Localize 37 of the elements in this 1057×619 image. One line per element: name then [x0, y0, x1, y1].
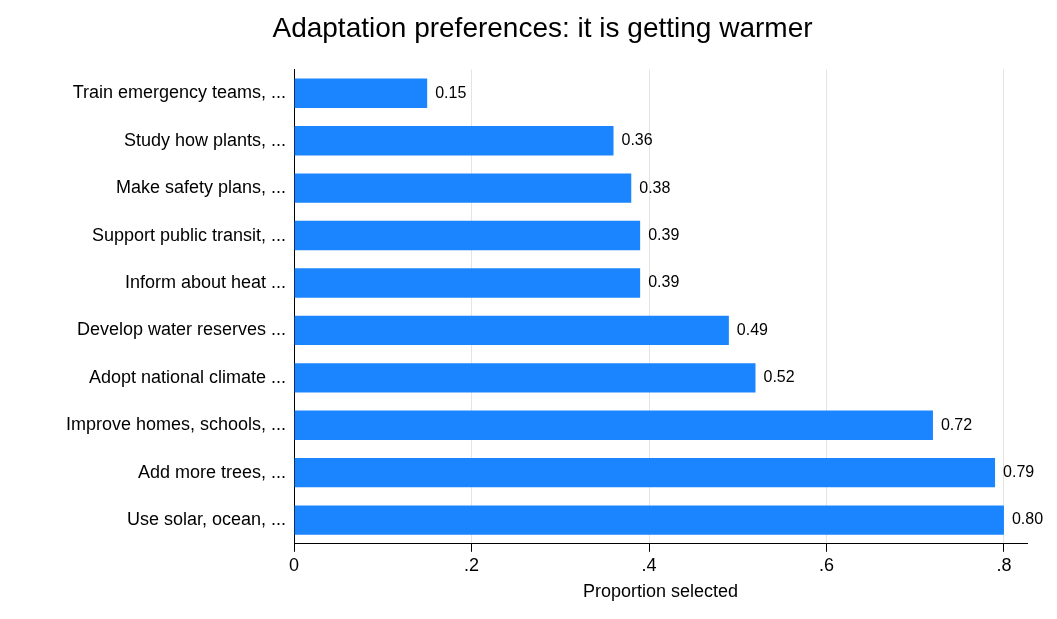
bar — [294, 315, 729, 346]
y-tick-label: Inform about heat ... — [124, 271, 287, 292]
data-label: 0.36 — [621, 131, 653, 149]
x-axis-title: Proportion selected — [583, 581, 739, 602]
y-tick-label: Develop water reserves ... — [76, 319, 287, 340]
bar — [294, 410, 933, 440]
y-tick-label: Improve homes, schools, ... — [65, 414, 287, 435]
y-tick-label: Support public transit, ... — [91, 224, 287, 245]
bar — [294, 78, 428, 109]
data-label: 0.52 — [763, 368, 795, 386]
y-tick-label: Adopt national climate ... — [88, 366, 287, 387]
x-tick-label: .6 — [818, 554, 834, 575]
bar — [294, 457, 996, 488]
data-label: 0.39 — [648, 273, 680, 291]
data-label: 0.79 — [1003, 463, 1035, 481]
x-tick-label: .2 — [464, 554, 480, 575]
data-label: 0.80 — [1011, 510, 1044, 528]
chart-title: Adaptation preferences: it is getting warmer — [272, 11, 813, 43]
data-label: 0.39 — [648, 225, 680, 243]
bar — [294, 505, 1004, 535]
y-tick-label: Train emergency teams, ... — [72, 82, 287, 103]
bar — [294, 173, 632, 203]
bar — [294, 220, 641, 251]
x-tick-label: .4 — [641, 554, 657, 575]
data-label: 0.72 — [940, 415, 973, 433]
x-tick-label: 0 — [289, 554, 300, 575]
bar — [294, 126, 614, 156]
x-tick-label: .8 — [996, 554, 1012, 575]
y-tick-label: Use solar, ocean, ... — [126, 509, 287, 530]
data-label: 0.15 — [435, 83, 467, 101]
data-label: 0.38 — [639, 178, 671, 196]
bar — [294, 268, 641, 298]
y-tick-label: Study how plants, ... — [123, 129, 287, 150]
y-tick-label: Add more trees, ... — [138, 461, 287, 482]
y-tick-label: Make safety plans, ... — [116, 177, 287, 198]
data-label: 0.49 — [736, 320, 769, 338]
bar — [294, 363, 756, 393]
